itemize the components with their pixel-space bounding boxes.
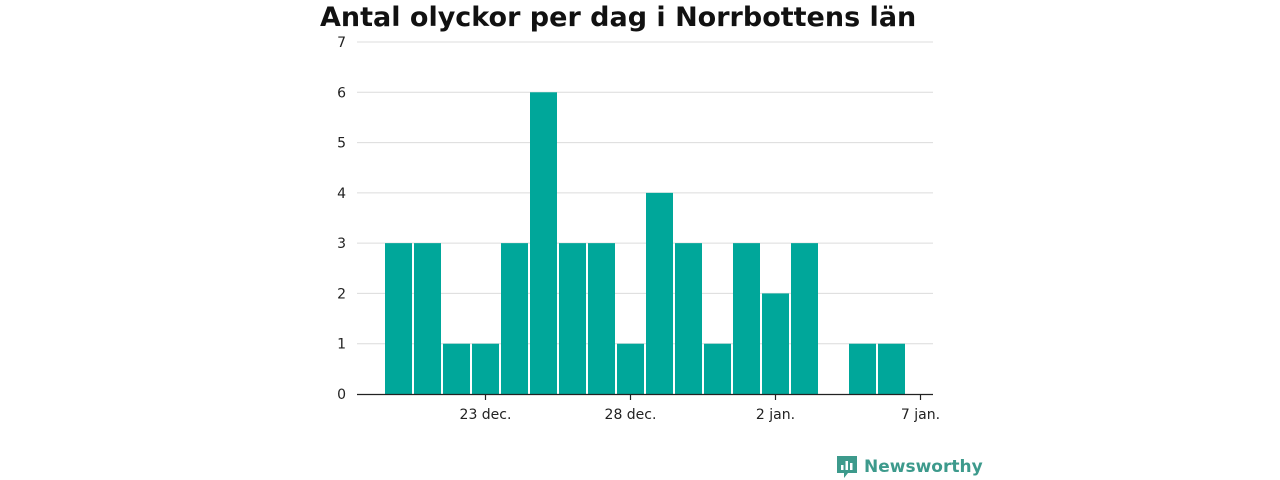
- bar-2020-12-29: [646, 192, 673, 394]
- gridlines: [357, 41, 933, 345]
- y-tick-label: 2: [337, 286, 346, 302]
- bar-2021-01-05: [849, 343, 876, 394]
- chart-title: Antal olyckor per dag i Norrbottens län: [320, 2, 917, 33]
- y-tick-label: 5: [337, 136, 346, 152]
- bar-2020-12-30: [675, 243, 702, 394]
- bar-2020-12-21: [414, 243, 441, 394]
- bar-2021-01-01: [733, 243, 760, 394]
- bar-2020-12-28: [617, 343, 644, 394]
- bar-2020-12-23: [472, 343, 499, 394]
- logo-text: Newsworthy: [864, 457, 983, 477]
- y-tick-label: 3: [337, 236, 346, 252]
- bar-2020-12-25: [530, 92, 557, 395]
- x-tick-label: 28 dec.: [605, 407, 657, 423]
- bar-chart-icon: [837, 456, 857, 478]
- bar-2020-12-26: [559, 243, 586, 394]
- newsworthy-logo: Newsworthy: [836, 455, 983, 479]
- bar-2021-01-06: [878, 343, 905, 394]
- x-tick-label: 23 dec.: [460, 407, 512, 423]
- x-tick-label: 2 jan.: [756, 407, 795, 423]
- bar-2021-01-03: [791, 243, 818, 394]
- y-tick-label: 4: [337, 186, 346, 202]
- bar-2020-12-24: [501, 243, 528, 394]
- y-axis: 0 1 2 3 4 5 6 7: [337, 35, 346, 403]
- bars: [385, 92, 905, 395]
- x-tick-label: 7 jan.: [901, 407, 940, 423]
- y-tick-label: 1: [337, 337, 346, 353]
- y-tick-label: 7: [337, 35, 346, 51]
- bar-2020-12-27: [588, 243, 615, 394]
- bar-2021-01-02: [762, 293, 789, 394]
- bar-2020-12-20: [385, 243, 412, 394]
- x-axis: 23 dec. 28 dec. 2 jan. 7 jan.: [357, 393, 940, 423]
- bar-2020-12-22: [443, 343, 470, 394]
- bar-2020-12-31: [704, 343, 731, 394]
- y-tick-label: 6: [337, 85, 346, 101]
- y-tick-label: 0: [337, 387, 346, 403]
